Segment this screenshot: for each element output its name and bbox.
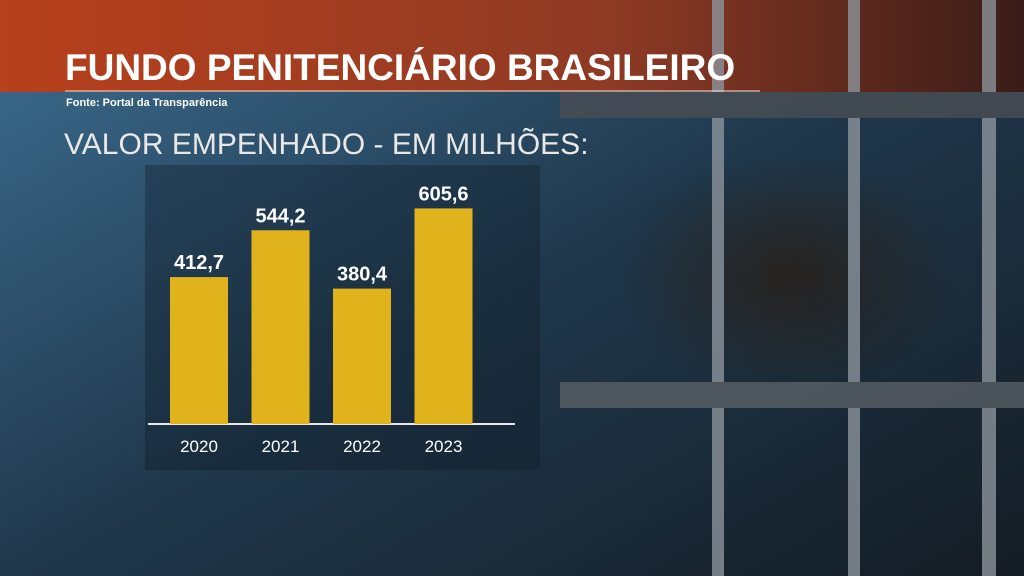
bar — [170, 277, 228, 424]
value-label: 605,6 — [418, 183, 468, 205]
bar — [414, 208, 473, 424]
value-label: 412,7 — [174, 252, 224, 274]
value-label: 380,4 — [337, 264, 388, 286]
x-tick-label: 2020 — [180, 437, 218, 456]
source: Fonte: Portal da Transparência — [66, 97, 228, 109]
bar — [333, 288, 391, 424]
value-label: 544,2 — [255, 205, 305, 227]
y-label: VALOR EMPENHADO - EM MILHÕES: — [64, 127, 589, 161]
chart-title: FUNDO PENITENCIÁRIO BRASILEIRO — [65, 47, 735, 88]
prison-bars — [560, 0, 1024, 576]
x-tick-label: 2022 — [343, 437, 381, 456]
x-tick-label: 2023 — [425, 437, 463, 456]
bar — [251, 230, 310, 424]
x-tick-label: 2021 — [262, 437, 300, 456]
